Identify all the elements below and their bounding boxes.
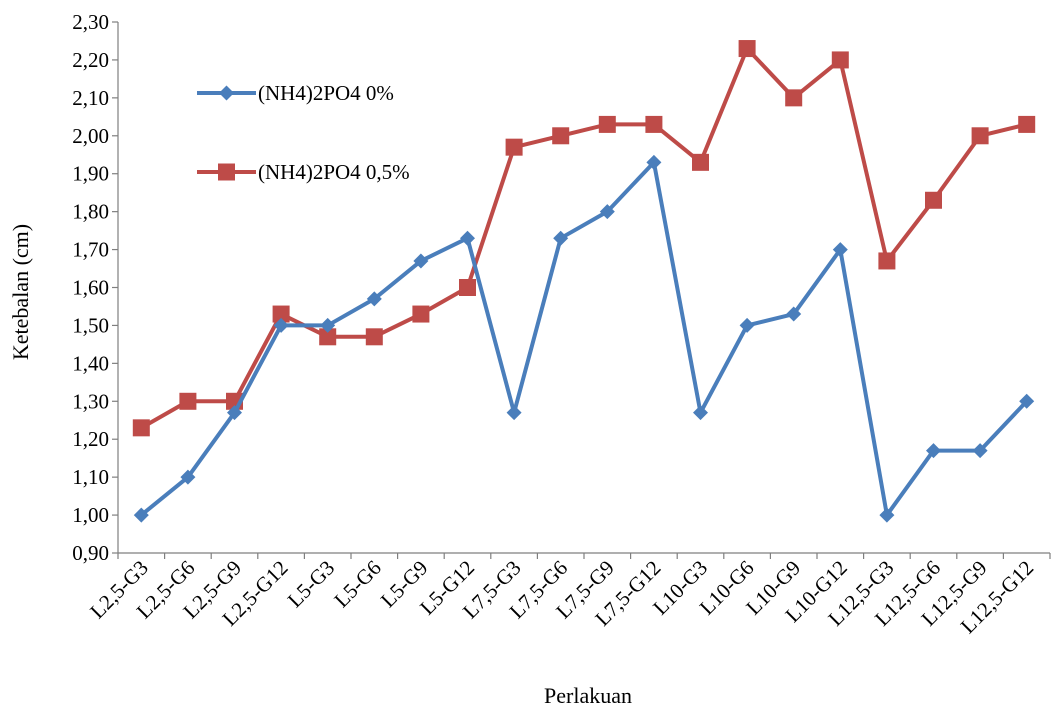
data-point-diamond (832, 242, 848, 258)
data-point-diamond (972, 443, 988, 459)
data-point-diamond (786, 306, 802, 322)
data-point-square (598, 115, 616, 133)
data-point-diamond (366, 291, 382, 307)
data-point-diamond (413, 253, 429, 269)
data-point-square (645, 115, 663, 133)
data-point-square (179, 392, 197, 410)
data-point-diamond (460, 230, 475, 246)
data-point-square (365, 328, 383, 346)
data-point-square (738, 40, 756, 58)
data-point-square (1018, 115, 1036, 133)
data-point-diamond (926, 443, 941, 459)
y-tick-label: 1,00 (72, 503, 109, 527)
y-tick-label: 1,50 (72, 313, 109, 337)
data-point-square (319, 328, 337, 346)
data-point-diamond (506, 405, 522, 421)
y-axis-title: Ketebalan (cm) (8, 224, 33, 360)
y-tick-label: 1,60 (72, 276, 109, 300)
y-tick-label: 1,70 (72, 238, 109, 262)
data-point-diamond (879, 507, 895, 523)
x-tick-label: L5-G3 (283, 556, 340, 613)
data-point-square (552, 127, 570, 145)
data-point-diamond (646, 154, 662, 170)
data-point-diamond (553, 230, 569, 246)
legend-label: (NH4)2PO4 0,5% (258, 160, 410, 184)
data-point-square (272, 305, 290, 323)
series-2 (132, 40, 1036, 437)
data-point-diamond (133, 507, 149, 523)
legend-entry-1: (NH4)2PO4 0% (197, 81, 394, 105)
y-tick-label: 1,80 (72, 200, 109, 224)
y-tick-label: 1,40 (72, 351, 109, 375)
data-point-diamond (1019, 393, 1035, 409)
data-point-diamond (693, 405, 708, 421)
data-point-diamond (227, 405, 242, 421)
data-point-square (505, 138, 523, 156)
data-point-diamond (739, 317, 755, 333)
data-point-diamond (273, 317, 289, 333)
y-tick-label: 1,10 (72, 465, 109, 489)
y-tick-label: 2,10 (72, 86, 109, 110)
series-layer (132, 40, 1036, 523)
data-point-square (459, 279, 476, 296)
data-point-square (878, 252, 896, 270)
data-point-square (692, 153, 709, 171)
legend-entry-2: (NH4)2PO4 0,5% (197, 160, 410, 184)
y-tick-label: 0,90 (72, 541, 109, 565)
x-axis-title: Perlakuan (544, 683, 632, 708)
y-tick-label: 1,30 (72, 389, 109, 413)
legend: (NH4)2PO4 0% (NH4)2PO4 0,5% (197, 81, 410, 184)
x-tick-label: L5-G6 (329, 556, 386, 613)
data-point-square (218, 163, 235, 181)
y-tick-label: 2,20 (72, 48, 109, 72)
data-point-square (925, 191, 942, 209)
legend-label: (NH4)2PO4 0% (258, 81, 394, 105)
data-point-square (412, 305, 430, 323)
series-1 (133, 154, 1035, 523)
y-tick-label: 2,30 (72, 10, 109, 34)
plot-area: 0,90 1,00 1,10 1,20 1,30 1,40 1,50 1,60 1,70 1,80… (72, 10, 1051, 638)
data-point-square (971, 127, 989, 145)
data-point-diamond (219, 85, 234, 101)
y-tick-label: 1,90 (72, 162, 109, 186)
y-tick-label: 2,00 (72, 124, 109, 148)
data-point-square (785, 89, 803, 107)
y-tick-label: 1,20 (72, 427, 109, 451)
series-line (140, 46, 1028, 430)
data-point-square (831, 51, 849, 69)
data-point-diamond (599, 204, 615, 220)
data-point-diamond (180, 469, 196, 485)
data-point-diamond (320, 317, 336, 333)
data-point-square (132, 419, 150, 437)
series-line (140, 160, 1029, 518)
